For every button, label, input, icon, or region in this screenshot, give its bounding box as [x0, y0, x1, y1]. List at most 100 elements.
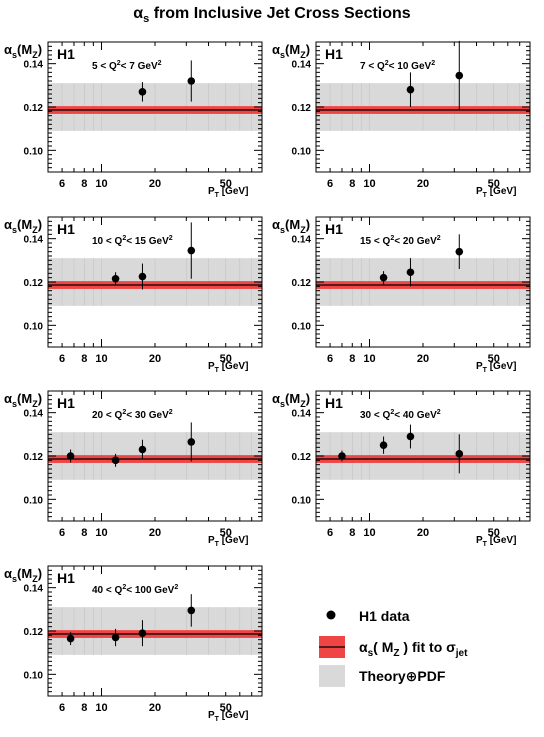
y-tick-label: 0.10: [292, 146, 312, 157]
x-tick-label: 20: [417, 527, 429, 539]
data-point: [138, 272, 147, 281]
q2-range-label: 5 < Q2< 7 GeV2: [92, 60, 162, 72]
y-tick-label: 0.10: [24, 670, 44, 681]
y-tick-label: 0.12: [24, 103, 44, 114]
x-tick-label: 6: [327, 353, 333, 365]
y-axis-label: αs(MZ): [272, 42, 310, 60]
data-point: [138, 445, 147, 454]
x-tick-label: 10: [95, 353, 107, 365]
y-axis-label: αs(MZ): [4, 217, 42, 235]
q2-range-label: 40 < Q2< 100 GeV2: [92, 584, 178, 596]
data-point: [455, 450, 464, 458]
y-tick-label: 0.10: [24, 321, 44, 332]
data-point: [187, 77, 196, 85]
y-tick-label: 0.10: [292, 495, 312, 506]
x-axis-label: PT [GeV]: [208, 361, 248, 374]
y-tick-label: 0.14: [24, 409, 44, 420]
x-tick-label: 6: [59, 178, 65, 190]
data-point: [406, 85, 415, 94]
y-axis-label: αs(MZ): [4, 391, 42, 409]
x-tick-label: 8: [349, 178, 355, 190]
experiment-label: H1: [57, 221, 75, 237]
x-tick-label: 6: [59, 353, 65, 365]
x-tick-label: 6: [59, 702, 65, 714]
x-axis-label: PT [GeV]: [476, 186, 516, 199]
figure-title: αs from Inclusive Jet Cross Sections: [133, 5, 410, 25]
x-tick-label: 50: [220, 702, 232, 714]
data-point: [111, 456, 120, 465]
data-point: [138, 88, 147, 96]
y-tick-label: 0.10: [292, 321, 312, 332]
data-point: [379, 273, 388, 282]
x-tick-label: 50: [488, 527, 500, 539]
data-point: [66, 452, 75, 460]
y-tick-label: 0.12: [24, 452, 44, 463]
legend-theory-swatch: [319, 665, 345, 687]
data-point: [406, 432, 415, 441]
y-tick-label: 0.10: [24, 146, 44, 157]
x-tick-label: 10: [363, 178, 375, 190]
x-tick-label: 50: [220, 178, 232, 190]
y-tick-label: 0.14: [24, 235, 44, 246]
experiment-label: H1: [325, 395, 343, 411]
legend-theory-label: Theory⊕PDF: [359, 668, 446, 684]
data-point: [455, 71, 464, 80]
x-tick-label: 50: [488, 178, 500, 190]
data-point: [187, 606, 196, 615]
x-tick-label: 20: [149, 702, 161, 714]
q2-range-label: 15 < Q2< 20 GeV2: [360, 235, 441, 247]
experiment-label: H1: [325, 221, 343, 237]
y-axis-label: αs(MZ): [4, 42, 42, 60]
x-tick-label: 20: [149, 178, 161, 190]
y-axis-label: αs(MZ): [4, 566, 42, 584]
x-axis-label: PT [GeV]: [208, 186, 248, 199]
x-tick-label: 10: [363, 353, 375, 365]
x-tick-label: 50: [220, 527, 232, 539]
legend: H1 data αs( MZ ) fit to σjet Theory⊕PDF: [319, 608, 468, 687]
x-tick-label: 8: [81, 353, 87, 365]
x-tick-label: 10: [95, 178, 107, 190]
x-tick-label: 20: [149, 353, 161, 365]
x-tick-label: 20: [417, 178, 429, 190]
y-tick-label: 0.12: [292, 278, 312, 289]
x-axis-label: PT [GeV]: [476, 361, 516, 374]
legend-data-label: H1 data: [359, 608, 410, 624]
q2-range-label: 10 < Q2< 15 GeV2: [92, 235, 173, 247]
x-tick-label: 6: [59, 527, 65, 539]
y-tick-label: 0.14: [24, 60, 44, 71]
x-tick-label: 20: [417, 353, 429, 365]
y-tick-label: 0.12: [24, 627, 44, 638]
data-point: [406, 268, 415, 277]
y-tick-label: 0.10: [24, 495, 44, 506]
data-point: [379, 441, 388, 449]
data-point: [187, 438, 196, 446]
experiment-label: H1: [57, 46, 75, 62]
x-tick-label: 10: [95, 702, 107, 714]
y-tick-label: 0.12: [292, 103, 312, 114]
x-tick-label: 8: [349, 527, 355, 539]
x-axis-label: PT [GeV]: [208, 710, 248, 723]
x-tick-label: 20: [149, 527, 161, 539]
q2-range-label: 30 < Q2< 40 GeV2: [360, 409, 441, 421]
experiment-label: H1: [57, 395, 75, 411]
x-tick-label: 6: [327, 527, 333, 539]
x-tick-label: 50: [220, 353, 232, 365]
legend-data-marker: [326, 610, 336, 620]
x-tick-label: 8: [349, 353, 355, 365]
experiment-label: H1: [57, 570, 75, 586]
x-tick-label: 10: [95, 527, 107, 539]
data-point: [66, 634, 75, 643]
y-tick-label: 0.14: [292, 60, 312, 71]
data-point: [187, 246, 196, 255]
experiment-label: H1: [325, 46, 343, 62]
data-point: [338, 452, 346, 460]
data-point: [455, 247, 464, 256]
x-tick-label: 6: [327, 178, 333, 190]
x-tick-label: 8: [81, 527, 87, 539]
